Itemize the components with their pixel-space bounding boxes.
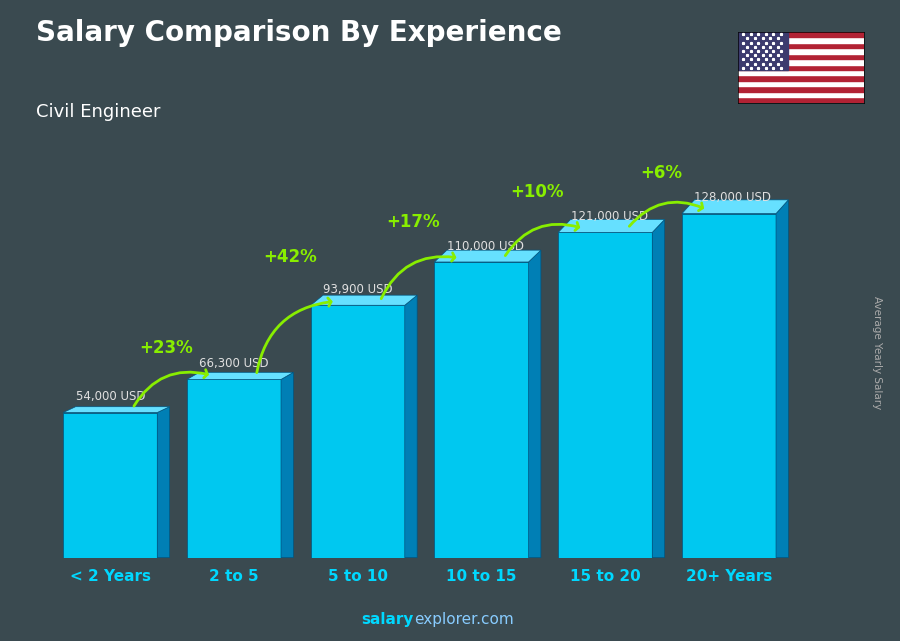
Text: +6%: +6% [640, 164, 682, 182]
Bar [738, 76, 864, 81]
Text: +42%: +42% [263, 247, 317, 265]
Polygon shape [558, 233, 652, 558]
Polygon shape [405, 295, 417, 558]
Text: Civil Engineer: Civil Engineer [36, 103, 160, 121]
Polygon shape [652, 219, 664, 558]
Bar [738, 32, 788, 70]
Text: 66,300 USD: 66,300 USD [200, 357, 269, 370]
Polygon shape [187, 372, 293, 379]
Text: 110,000 USD: 110,000 USD [446, 240, 524, 253]
Polygon shape [158, 406, 169, 558]
Bar [738, 70, 864, 76]
Text: 93,900 USD: 93,900 USD [323, 283, 392, 296]
Polygon shape [63, 413, 158, 558]
Bar [738, 59, 864, 65]
Bar [738, 81, 864, 87]
Polygon shape [281, 372, 293, 558]
Text: +10%: +10% [510, 183, 564, 201]
Polygon shape [435, 250, 541, 262]
Text: 128,000 USD: 128,000 USD [695, 191, 771, 204]
Text: 121,000 USD: 121,000 USD [571, 210, 648, 223]
Polygon shape [776, 200, 788, 558]
Text: +23%: +23% [140, 339, 193, 357]
Text: +17%: +17% [387, 213, 440, 231]
Bar [738, 87, 864, 92]
Polygon shape [310, 305, 405, 558]
Bar [738, 32, 864, 37]
Polygon shape [63, 406, 169, 413]
Polygon shape [682, 200, 788, 213]
Polygon shape [528, 250, 541, 558]
Text: salary: salary [362, 612, 414, 627]
Text: 54,000 USD: 54,000 USD [76, 390, 145, 403]
Polygon shape [435, 262, 528, 558]
Text: explorer.com: explorer.com [414, 612, 514, 627]
Text: Salary Comparison By Experience: Salary Comparison By Experience [36, 19, 562, 47]
Bar [738, 43, 864, 48]
Polygon shape [310, 295, 417, 305]
Bar [738, 54, 864, 59]
Polygon shape [558, 219, 664, 233]
Bar [738, 48, 864, 54]
Bar [738, 92, 864, 97]
Text: Average Yearly Salary: Average Yearly Salary [872, 296, 883, 409]
Polygon shape [187, 379, 281, 558]
Polygon shape [682, 213, 776, 558]
Bar [738, 97, 864, 103]
Bar [738, 65, 864, 70]
Bar [738, 37, 864, 43]
